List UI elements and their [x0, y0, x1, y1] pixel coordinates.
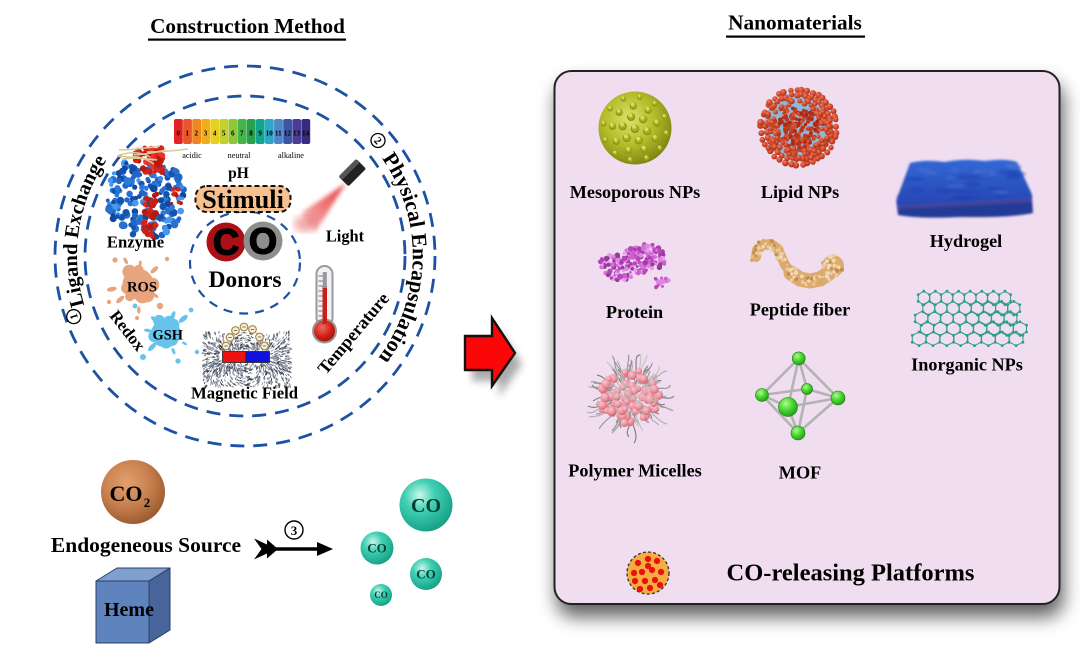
svg-text:Nanomaterials: Nanomaterials	[728, 11, 862, 35]
svg-text:Hydrogel: Hydrogel	[930, 231, 1002, 251]
svg-text:0: 0	[176, 130, 180, 138]
svg-text:Light: Light	[326, 227, 365, 246]
svg-text:1: 1	[68, 312, 81, 321]
svg-text:CO: CO	[110, 481, 143, 506]
svg-text:Endogeneous Source: Endogeneous Source	[51, 533, 241, 557]
svg-text:2: 2	[195, 130, 199, 138]
svg-text:Mesoporous NPs: Mesoporous NPs	[570, 182, 701, 202]
svg-text:Donors: Donors	[208, 267, 281, 293]
svg-text:4: 4	[213, 130, 217, 138]
svg-text:alkaline: alkaline	[278, 151, 304, 160]
svg-text:Construction Method: Construction Method	[150, 14, 345, 38]
svg-text:O: O	[249, 221, 277, 262]
svg-text:1: 1	[185, 130, 189, 138]
svg-text:neutral: neutral	[228, 151, 251, 160]
svg-text:6: 6	[231, 130, 235, 138]
svg-text:Heme: Heme	[104, 599, 154, 621]
svg-text:7: 7	[240, 130, 244, 138]
svg-text:CO-releasing Platforms: CO-releasing Platforms	[727, 560, 975, 587]
svg-text:Protein: Protein	[606, 302, 663, 322]
svg-text:Enzyme: Enzyme	[107, 233, 164, 252]
svg-text:Magnetic Field: Magnetic Field	[191, 384, 299, 403]
svg-text:GSH: GSH	[153, 328, 183, 344]
svg-text:ROS: ROS	[127, 280, 157, 296]
svg-text:13: 13	[293, 130, 301, 138]
svg-text:10: 10	[266, 130, 274, 138]
svg-text:2: 2	[144, 495, 151, 510]
svg-text:CO: CO	[416, 567, 436, 582]
svg-text:14: 14	[302, 130, 310, 138]
svg-text:Inorganic NPs: Inorganic NPs	[911, 355, 1023, 375]
svg-text:pH: pH	[228, 165, 249, 182]
svg-text:8: 8	[249, 130, 253, 138]
svg-text:C: C	[213, 222, 239, 263]
svg-text:Lipid NPs: Lipid NPs	[761, 182, 839, 202]
svg-text:CO: CO	[374, 590, 388, 600]
svg-text:acidic: acidic	[182, 151, 202, 160]
svg-text:12: 12	[284, 130, 292, 138]
svg-text:CO: CO	[367, 541, 387, 556]
svg-text:9: 9	[258, 130, 262, 138]
svg-text:CO: CO	[411, 495, 441, 517]
svg-text:3: 3	[291, 523, 298, 538]
svg-text:11: 11	[275, 130, 282, 138]
svg-text:5: 5	[222, 130, 226, 138]
svg-text:Polymer Micelles: Polymer Micelles	[568, 461, 701, 481]
svg-text:Stimuli: Stimuli	[202, 185, 284, 214]
svg-text:Peptide fiber: Peptide fiber	[750, 300, 851, 320]
svg-text:MOF: MOF	[779, 463, 821, 483]
svg-text:3: 3	[204, 130, 208, 138]
